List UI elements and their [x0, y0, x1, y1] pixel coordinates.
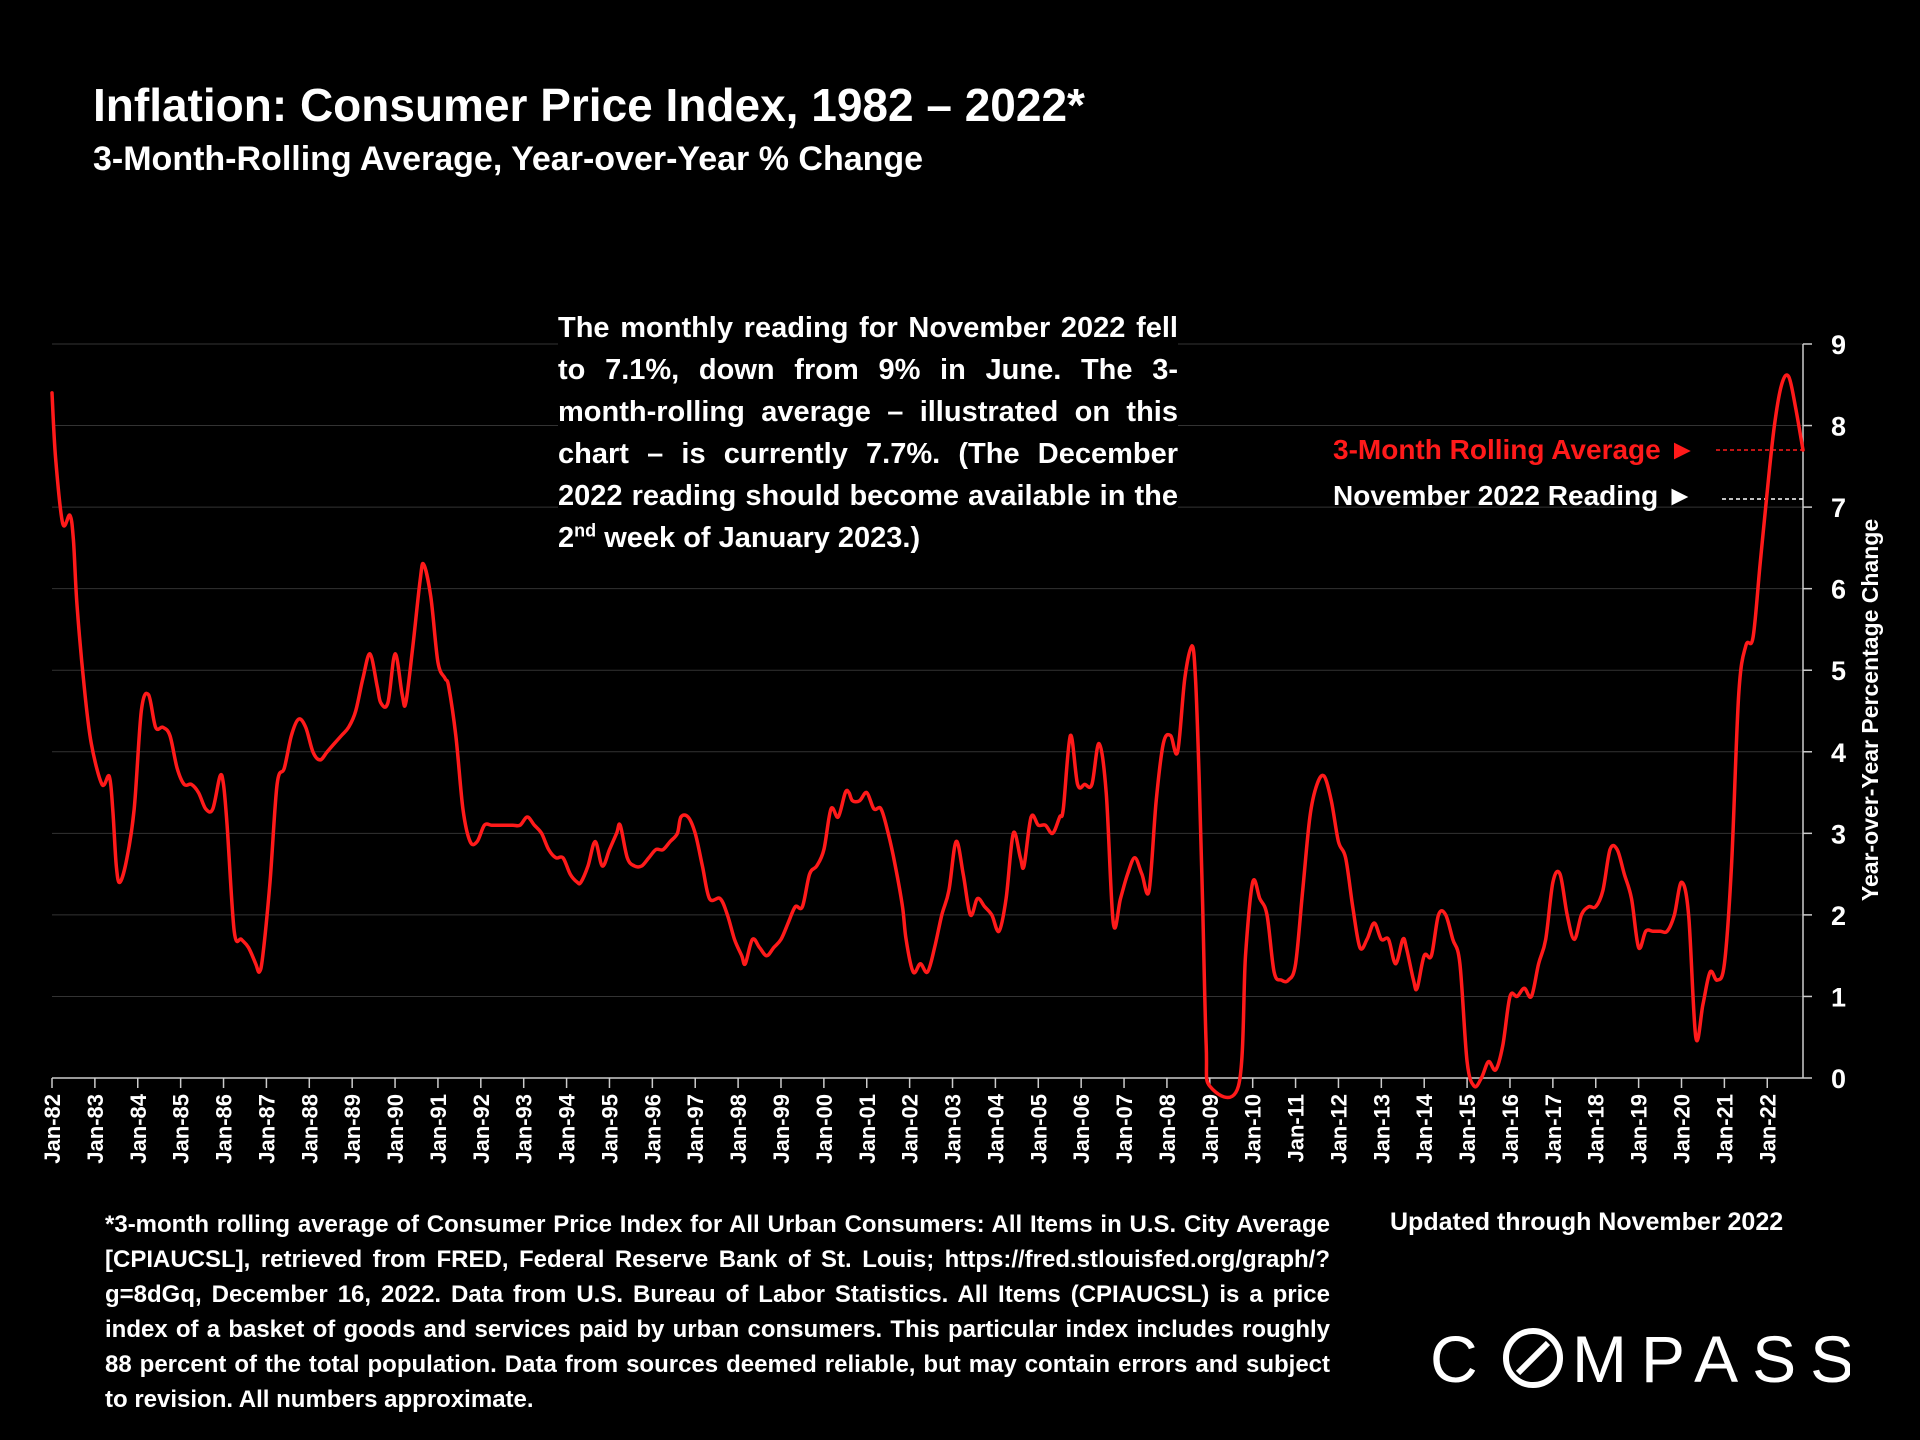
x-tick-label: Jan-88	[297, 1094, 322, 1164]
x-tick-label: Jan-01	[855, 1094, 880, 1164]
x-tick-label: Jan-82	[40, 1094, 65, 1164]
y-tick-label: 2	[1831, 901, 1846, 931]
chart-annotation: The monthly reading for November 2022 fe…	[558, 307, 1178, 559]
x-tick-label: Jan-92	[469, 1094, 494, 1164]
annotation-text: The monthly reading for November 2022 fe…	[558, 312, 1178, 554]
x-tick-label: Jan-14	[1412, 1093, 1437, 1163]
x-tick-label: Jan-22	[1755, 1094, 1780, 1164]
x-tick-label: Jan-09	[1198, 1094, 1223, 1164]
x-tick-label: Jan-84	[126, 1093, 151, 1163]
y-axis-label: Year-over-Year Percentage Change	[1857, 519, 1883, 901]
source-footnote: *3-month rolling average of Consumer Pri…	[105, 1211, 1330, 1413]
page-title: Inflation: Consumer Price Index, 1982 – …	[93, 79, 1085, 131]
annotation-text-end: week of January 2023.)	[596, 522, 921, 554]
x-tick-label: Jan-86	[212, 1094, 237, 1164]
x-tick-label: Jan-07	[1112, 1094, 1137, 1164]
legend-rolling-average: 3-Month Rolling Average ►	[1333, 434, 1697, 465]
x-tick-label: Jan-89	[340, 1094, 365, 1164]
y-tick-label: 0	[1831, 1064, 1846, 1094]
y-tick-label: 3	[1831, 819, 1846, 849]
reference-lines	[1716, 449, 1803, 500]
y-tick-label: 7	[1831, 493, 1846, 523]
x-tick-label: Jan-08	[1155, 1094, 1180, 1164]
y-tick-label: 5	[1831, 656, 1846, 686]
x-tick-label: Jan-85	[169, 1094, 194, 1164]
x-tick-label: Jan-18	[1584, 1094, 1609, 1164]
y-tick-label: 9	[1831, 330, 1846, 360]
page-subtitle: 3-Month-Rolling Average, Year-over-Year …	[93, 140, 924, 178]
chart-axes: 0 1 2 3 4 5 6 7 8 9 Jan-82 Jan-83 Jan-84 Jan-85 Jan-86…	[40, 330, 1846, 1164]
x-tick-label: Jan-17	[1541, 1094, 1566, 1164]
x-tick-label: Jan-06	[1069, 1094, 1094, 1164]
x-tick-label: Jan-96	[640, 1094, 665, 1164]
x-tick-label: Jan-93	[512, 1094, 537, 1164]
updated-note: Updated through November 2022	[1390, 1208, 1784, 1236]
x-tick-label: Jan-05	[1026, 1094, 1051, 1164]
x-tick-label: Jan-12	[1326, 1094, 1351, 1164]
x-tick-label: Jan-13	[1369, 1094, 1394, 1164]
svg-text:C: C	[1430, 1322, 1492, 1396]
legend-november-reading: November 2022 Reading ►	[1333, 480, 1694, 511]
x-tick-label: Jan-21	[1712, 1094, 1737, 1164]
x-tick-label: Jan-90	[383, 1094, 408, 1164]
x-tick-label: Jan-15	[1455, 1094, 1480, 1164]
compass-logo: C MPASS	[1430, 1322, 1850, 1396]
x-tick-label: Jan-16	[1498, 1094, 1523, 1164]
compass-o-icon	[1503, 1328, 1563, 1388]
x-tick-label: Jan-20	[1670, 1094, 1695, 1164]
svg-text:MPASS: MPASS	[1572, 1322, 1850, 1396]
x-tick-label: Jan-87	[254, 1094, 279, 1164]
x-tick-label: Jan-03	[941, 1094, 966, 1164]
y-tick-label: 1	[1831, 982, 1846, 1012]
x-tick-label: Jan-10	[1241, 1094, 1266, 1164]
y-tick-label: 8	[1831, 412, 1846, 442]
series-line	[50, 373, 1805, 1100]
y-tick-label: 6	[1831, 575, 1846, 605]
x-tick-label: Jan-04	[983, 1093, 1008, 1163]
y-tick-label: 4	[1831, 738, 1846, 768]
x-tick-label: Jan-02	[898, 1094, 923, 1164]
x-tick-label: Jan-91	[426, 1094, 451, 1164]
x-tick-label: Jan-98	[726, 1094, 751, 1164]
x-tick-label: Jan-99	[769, 1094, 794, 1164]
x-tick-label: Jan-00	[812, 1094, 837, 1164]
series-layer	[50, 373, 1805, 1100]
x-tick-label: Jan-11	[1284, 1094, 1309, 1163]
x-tick-label: Jan-19	[1627, 1094, 1652, 1164]
x-tick-label: Jan-97	[683, 1094, 708, 1164]
x-tick-label: Jan-95	[597, 1094, 622, 1164]
x-tick-label: Jan-83	[83, 1094, 108, 1164]
x-tick-label: Jan-94	[555, 1093, 580, 1163]
annotation-superscript: nd	[574, 520, 597, 541]
